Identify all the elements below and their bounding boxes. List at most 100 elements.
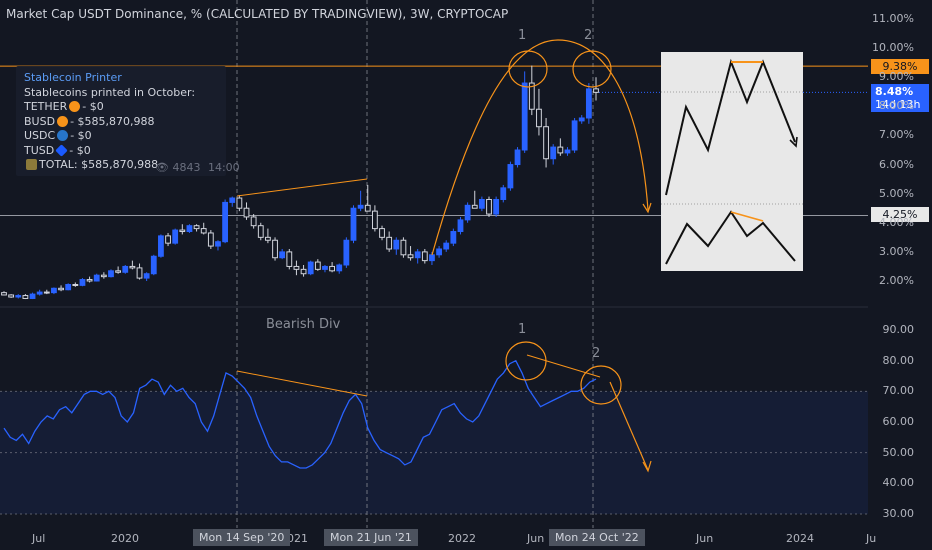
candle-body: [15, 295, 22, 298]
candle-body: [493, 198, 500, 215]
candle-body: [250, 216, 257, 227]
candle-body: [136, 267, 143, 279]
pattern-sketch-inset: [661, 52, 803, 271]
rsi-projection-line: [609, 381, 649, 471]
info-panel-subtitle: Stablecoins printed in October:: [24, 85, 196, 99]
total-value: TOTAL: $585,870,988: [39, 158, 159, 171]
info-row-tether: TETHER - $0: [24, 100, 218, 115]
coin-name: TUSD: [24, 143, 55, 157]
price-y-tick: 2.00%: [879, 274, 914, 287]
candle-body: [429, 254, 435, 262]
candle-body: [421, 251, 428, 262]
views-time: 14:00: [207, 161, 240, 174]
dome-arrowhead: [642, 202, 652, 214]
current-price-tag: 8.48% 14d 13h: [871, 84, 929, 112]
candle-body: [386, 236, 393, 250]
price-y-tick: 3.00%: [879, 244, 914, 258]
candle-body: [179, 229, 186, 233]
x-label-jun: Jun: [527, 532, 545, 545]
x-label-jun-2: Jun: [696, 532, 714, 545]
candle-body: [93, 274, 100, 282]
price-y-tick: 10.00%: [872, 41, 914, 55]
candle-body: [29, 293, 36, 299]
candle-body: [364, 204, 371, 212]
candle-body: [457, 219, 464, 233]
price-y-tick: 5.00%: [879, 186, 914, 200]
views-count: 4843: [172, 161, 201, 174]
x-label-2020: 2020: [111, 532, 139, 545]
candle-body: [314, 261, 321, 270]
price-y-tick: 8.00%: [879, 99, 914, 113]
candle-body: [79, 279, 86, 286]
candle-body: [193, 225, 200, 230]
oscillator-line: [3, 359, 597, 469]
stablecoin-info-panel[interactable]: Stablecoin Printer Stablecoins printed i…: [16, 66, 226, 176]
coin-name: USDC: [24, 129, 56, 142]
busd-icon: [57, 115, 69, 127]
candle-body: [557, 146, 564, 154]
candle-body: [393, 239, 400, 250]
candle-body: [571, 120, 578, 151]
candle-body: [108, 270, 114, 278]
rsi-trendline-2: [526, 354, 601, 378]
candle-body: [1, 292, 7, 296]
rsi-peak-2-label: 2: [592, 346, 601, 361]
rsi-trendline-1: [236, 370, 368, 397]
candle-body: [243, 207, 250, 218]
candle-body: [100, 274, 107, 278]
candle-body: [272, 239, 278, 259]
price-peak-1-label: 1: [518, 28, 527, 43]
chart-title: Market Cap USDT Dominance, % (CALCULATED…: [6, 7, 509, 21]
x-tag-jun21: Mon 21 Jun '21: [324, 529, 418, 546]
candle-body: [521, 82, 528, 151]
bearish-div-label: Bearish Div: [266, 317, 341, 332]
candle-body: [222, 201, 229, 243]
candle-body: [443, 242, 450, 250]
tether-icon: [69, 101, 81, 112]
price-peak-2-circle: [572, 50, 612, 88]
inset-background: [661, 52, 803, 271]
coin-value: - $0: [82, 100, 104, 113]
candle-body: [450, 231, 457, 244]
candle-body: [158, 235, 164, 257]
price-y-tick: 9.00%: [879, 70, 914, 84]
candle-body: [236, 197, 243, 209]
info-row-tusd: TUSD - $0: [24, 144, 218, 159]
candle-body: [165, 235, 171, 244]
rsi-peak-1-label: 1: [518, 322, 527, 337]
candle-body: [307, 261, 314, 275]
x-label-jul: Jul: [32, 532, 46, 545]
countdown: 14d 13h: [875, 98, 921, 111]
x-tag-sep20: Mon 14 Sep '20: [193, 529, 291, 546]
candle-body: [207, 232, 214, 247]
candle-body: [371, 210, 378, 230]
usdc-icon: [57, 130, 69, 141]
candle-body: [286, 251, 293, 267]
candle-body: [186, 225, 193, 233]
info-row-usdc: USDC - $0: [24, 129, 218, 144]
resistance-price-tag: 9.38%: [871, 59, 929, 74]
x-label-ju: Ju: [866, 532, 877, 545]
support-price-tag: 4.25%: [871, 207, 929, 222]
candle-body: [322, 265, 328, 270]
candle-body: [585, 88, 592, 119]
rsi-peak-1-circle: [505, 341, 547, 381]
candle-body: [8, 294, 15, 298]
candle-body: [122, 265, 129, 273]
inset-arrowhead: [789, 136, 798, 148]
candle-body: [129, 265, 136, 269]
rsi-projection-arrowhead: [642, 460, 652, 473]
candle-body: [115, 270, 122, 273]
money-icon: [26, 159, 37, 170]
eye-icon: 👁: [155, 161, 169, 174]
candle-body: [500, 187, 507, 200]
candle-body: [336, 264, 343, 272]
candle-body: [400, 239, 407, 256]
osc-y-tick: 60.00: [882, 415, 915, 428]
osc-y-tick: 50.00: [882, 445, 915, 459]
candle-body: [343, 239, 350, 266]
tusd-icon: [55, 143, 68, 157]
x-tag-oct22: Mon 24 Oct '22: [549, 529, 645, 546]
candle-body: [143, 273, 150, 279]
candle-body: [36, 291, 43, 295]
